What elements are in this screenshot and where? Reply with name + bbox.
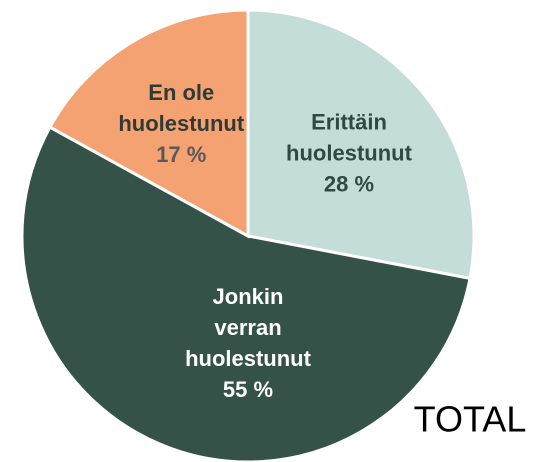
pie-slice: [20, 125, 472, 462]
pie-slice: [47, 8, 250, 239]
pie-slice: [246, 8, 476, 281]
slice-label: Erittäin huolestunut: [286, 109, 413, 165]
slice-label: Jonkin verran huolestunut: [185, 284, 312, 371]
value-label: 55 %: [223, 377, 273, 402]
slice-label: En ole huolestunut: [118, 80, 245, 136]
annotation: TOTAL: [414, 399, 527, 440]
value-label: 28 %: [324, 171, 374, 196]
pie: [20, 8, 476, 462]
value-label: 17 %: [156, 142, 206, 167]
